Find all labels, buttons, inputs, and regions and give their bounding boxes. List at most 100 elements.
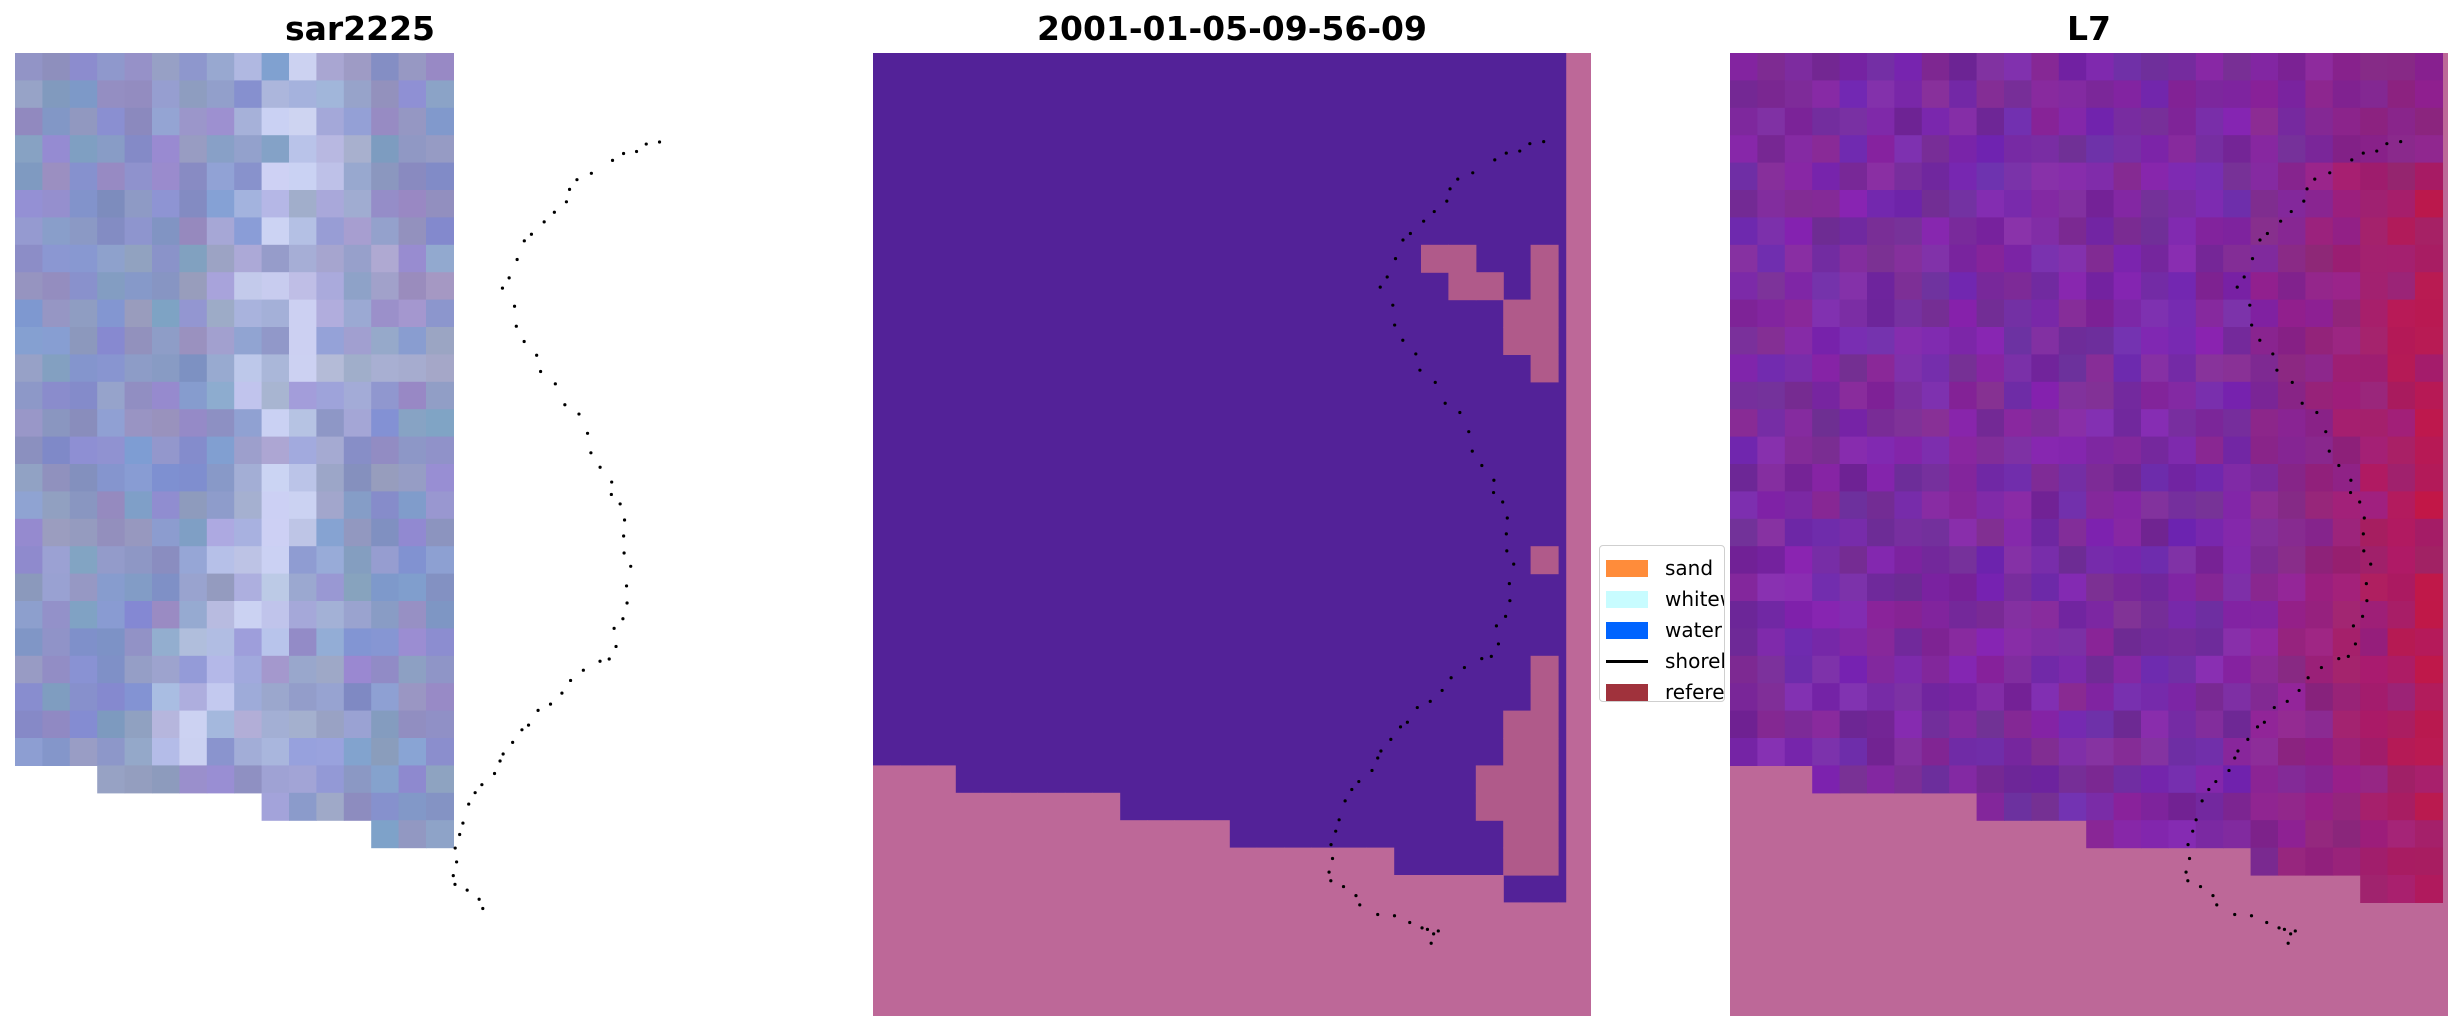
land-mask-cell (900, 765, 929, 1016)
l7-pixel (2250, 847, 2279, 876)
rgb-pixel-grid (15, 53, 454, 849)
rgb-pixel (371, 190, 400, 218)
rgb-pixel (343, 244, 372, 273)
rgb-pixel (97, 546, 126, 575)
shoreline-point (2350, 158, 2354, 162)
rgb-pixel (398, 244, 427, 273)
rgb-pixel (426, 655, 454, 684)
shoreline-point (2360, 614, 2365, 618)
shoreline-point (2200, 799, 2204, 803)
rgb-pixel (179, 436, 208, 465)
l7-pixel (2223, 162, 2252, 191)
l7-pixel (2387, 464, 2416, 492)
l7-pixel (2168, 518, 2197, 547)
shoreline-point (2305, 187, 2309, 191)
l7-pixel (1976, 327, 2005, 355)
l7-pixel (2141, 272, 2169, 301)
l7-pixel (2415, 272, 2443, 301)
rgb-pixel (97, 491, 126, 520)
rgb-pixel (289, 135, 317, 164)
rgb-pixel (316, 683, 345, 712)
l7-pixel (1784, 573, 1813, 602)
l7-pixel (1949, 601, 1978, 629)
l7-pixel (1949, 327, 1978, 355)
l7-pixel (2031, 244, 2060, 273)
shoreline-point (522, 339, 526, 344)
l7-pixel (1867, 299, 1895, 328)
shoreline-point (1489, 654, 1493, 658)
rgb-pixel (234, 244, 263, 273)
l7-pixel (2223, 436, 2252, 465)
l7-pixel (1730, 409, 1758, 438)
rgb-pixel (42, 683, 71, 712)
l7-pixel (2141, 683, 2169, 712)
rgb-pixel (289, 655, 317, 684)
rgb-pixel (124, 628, 153, 657)
l7-pixel (1894, 628, 1923, 657)
l7-pixel (1894, 272, 1923, 301)
l7-pixel (2360, 518, 2389, 547)
rgb-pixel (15, 710, 43, 739)
l7-pixel (2332, 792, 2361, 821)
l7-pixel (1894, 381, 1923, 410)
rgb-pixel (316, 491, 345, 520)
l7-pixel (2387, 601, 2416, 629)
rgb-pixel (97, 135, 126, 164)
l7-pixel (2223, 765, 2252, 794)
l7-pixel (2195, 738, 2224, 766)
l7-pixel (2168, 381, 2197, 410)
l7-pixel (2031, 135, 2060, 164)
l7-pixel (1894, 244, 1923, 273)
rgb-pixel (316, 217, 345, 246)
l7-pixel (2113, 573, 2142, 602)
l7-pixel (1784, 244, 1813, 273)
l7-pixel (2415, 573, 2443, 602)
rgb-pixel (371, 491, 400, 520)
rgb-pixel (261, 710, 290, 739)
l7-pixel (2141, 464, 2169, 492)
l7-pixel (1921, 409, 1950, 438)
rgb-pixel (69, 518, 98, 547)
rgb-pixel (316, 573, 345, 602)
l7-pixel (2223, 53, 2252, 81)
rgb-pixel (206, 327, 235, 355)
rgb-pixel (343, 135, 372, 164)
shoreline-point (529, 232, 534, 236)
rgb-pixel (206, 628, 235, 657)
l7-pixel (2031, 573, 2060, 602)
l7-pixel (2305, 491, 2334, 520)
l7-pixel (2058, 491, 2087, 520)
l7-pixel (2332, 601, 2361, 629)
l7-pixel (2113, 464, 2142, 492)
l7-pixel (2415, 190, 2443, 218)
rgb-pixel (289, 436, 317, 465)
shoreline-point (1329, 879, 1333, 883)
rgb-pixel (124, 299, 153, 328)
l7-pixel (2332, 53, 2361, 81)
rgb-pixel (426, 491, 454, 520)
l7-pixel (2305, 655, 2334, 684)
l7-pixel (2168, 765, 2197, 794)
land-mask-cell (1119, 820, 1148, 1016)
rgb-pixel (97, 738, 126, 766)
rgb-pixel (261, 409, 290, 438)
rgb-pixel (234, 573, 263, 602)
rgb-pixel (234, 53, 263, 81)
shoreline-point (511, 740, 515, 744)
rgb-pixel (343, 655, 372, 684)
rgb-pixel (426, 299, 454, 328)
rgb-pixel (426, 190, 454, 218)
rgb-pixel (69, 546, 98, 575)
rgb-pixel (398, 820, 427, 849)
legend-label-sand: sand (1665, 556, 1714, 580)
l7-pixel (2332, 738, 2361, 766)
shoreline-point (2375, 149, 2379, 153)
rgb-pixel (42, 162, 71, 191)
l7-pixel (2332, 436, 2361, 465)
l7-pixel (2004, 683, 2032, 712)
rgb-pixel (234, 217, 263, 246)
l7-pixel (2168, 299, 2197, 328)
l7-pixel (2168, 655, 2197, 684)
rgb-pixel (206, 53, 235, 81)
l7-pixel (2387, 820, 2416, 849)
